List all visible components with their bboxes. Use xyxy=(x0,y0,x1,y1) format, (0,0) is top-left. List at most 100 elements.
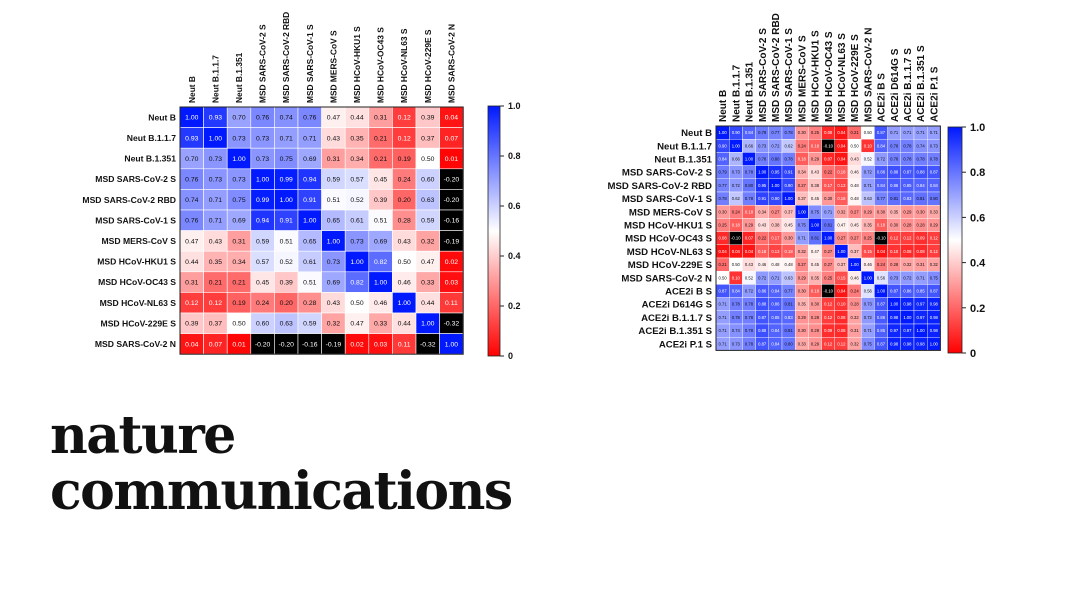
cell-value: 0.24 xyxy=(798,143,807,148)
cell-value: 1.00 xyxy=(185,115,198,122)
cell-value: 0.29 xyxy=(864,209,873,214)
cell-value: 0.81 xyxy=(811,236,820,241)
cell-value: 0.35 xyxy=(864,222,873,227)
cell-value: 0.32 xyxy=(421,238,434,245)
cell-value: 0.43 xyxy=(758,222,767,227)
row-label: Neut B.1.1.7 xyxy=(657,141,712,152)
cell-value: 0.85 xyxy=(877,328,886,333)
column-label: ACE2i B.1.351 S xyxy=(916,45,927,122)
cell-value: 0.45 xyxy=(256,279,269,286)
journal-logo-line1: nature xyxy=(50,405,236,466)
cell-value: 0.91 xyxy=(280,218,293,225)
cell-value: 0.59 xyxy=(256,238,269,245)
cell-value: 0.39 xyxy=(374,197,387,204)
cell-value: 0.44 xyxy=(185,259,198,266)
column-label: MSD HCoV-NL63 S xyxy=(399,28,409,103)
cell-value: -0.32 xyxy=(444,321,460,328)
cell-value: 0.30 xyxy=(785,236,794,241)
cell-value: 0.78 xyxy=(785,130,794,135)
cell-value: 0.70 xyxy=(185,156,198,163)
cell-value: 0.78 xyxy=(745,328,754,333)
cell-value: 0.29 xyxy=(798,275,807,280)
cell-value: 0.32 xyxy=(837,209,846,214)
cell-value: 0.45 xyxy=(785,222,794,227)
cell-value: 0.38 xyxy=(771,222,780,227)
cell-value: 0.69 xyxy=(374,238,387,245)
cell-value: 0.31 xyxy=(917,262,926,267)
cell-value: 0.91 xyxy=(758,196,767,201)
cell-value: 0.73 xyxy=(232,176,245,183)
heatmap-border xyxy=(179,106,464,355)
cell-value: 1.00 xyxy=(398,300,411,307)
cell-value: 0.32 xyxy=(327,321,340,328)
cell-value: 0.18 xyxy=(732,222,741,227)
cell-value: 0.31 xyxy=(185,279,198,286)
cell-value: 0.87 xyxy=(930,288,939,293)
cell-value: 0.72 xyxy=(864,170,873,175)
cell-value: 1.00 xyxy=(256,176,269,183)
cell-value: 0.22 xyxy=(758,236,767,241)
cell-value: 0.19 xyxy=(232,300,245,307)
cell-value: 0.18 xyxy=(798,156,807,161)
cell-value: 0.50 xyxy=(719,275,728,280)
cell-value: 0.10 xyxy=(732,275,741,280)
colorbar-tick-label: 0.4 xyxy=(508,251,521,261)
cell-value: 0.29 xyxy=(811,156,820,161)
cell-value: 0.98 xyxy=(930,315,939,320)
cell-value: 0.71 xyxy=(917,275,926,280)
cell-value: 0.12 xyxy=(824,341,833,346)
cell-value: 0.32 xyxy=(903,262,912,267)
cell-value: 0.37 xyxy=(421,135,434,142)
cell-value: 0.57 xyxy=(256,259,269,266)
cell-value: 0.87 xyxy=(890,288,899,293)
cell-value: 0.25 xyxy=(864,236,873,241)
cell-value: 0.27 xyxy=(824,262,833,267)
row-label: Neut B.1.351 xyxy=(124,154,176,164)
cell-value: 0.73 xyxy=(209,156,222,163)
cell-value: 0.81 xyxy=(824,222,833,227)
cell-value: 0.81 xyxy=(890,196,899,201)
cell-value: 0.29 xyxy=(745,222,754,227)
cell-value: 0.20 xyxy=(280,300,293,307)
colorbar-tick-label: 0.6 xyxy=(508,201,521,211)
cell-value: 0.29 xyxy=(798,315,807,320)
cell-value: 0.04 xyxy=(837,156,846,161)
cell-value: 0.04 xyxy=(837,288,846,293)
cell-value: 0.84 xyxy=(877,183,886,188)
row-label: ACE2i P.1 S xyxy=(659,339,713,350)
cell-value: 0.43 xyxy=(327,300,340,307)
cell-value: 0.65 xyxy=(327,218,340,225)
cell-value: 0.21 xyxy=(374,156,387,163)
cell-value: -0.20 xyxy=(444,176,460,183)
cell-value: 0.78 xyxy=(745,315,754,320)
cell-value: 0.48 xyxy=(785,262,794,267)
column-label: MSD HCoV-OC43 S xyxy=(376,27,386,103)
cell-value: 0.43 xyxy=(851,156,860,161)
cell-value: 0.43 xyxy=(811,170,820,175)
cell-value: 1.00 xyxy=(930,341,939,346)
cell-value: 0.71 xyxy=(719,315,728,320)
cell-value: 0.45 xyxy=(374,176,387,183)
cell-value: 0.86 xyxy=(903,288,912,293)
row-label: MSD SARS-CoV-2 RBD xyxy=(608,181,713,192)
cell-value: 0.63 xyxy=(864,196,873,201)
cell-value: 0.77 xyxy=(877,196,886,201)
cell-value: 0.80 xyxy=(771,156,780,161)
row-label: ACE2i B S xyxy=(665,286,713,297)
cell-value: 0.90 xyxy=(732,130,741,135)
cell-value: 1.00 xyxy=(421,321,434,328)
colorbar-tick-label: 0.6 xyxy=(970,212,985,224)
row-label: MSD SARS-CoV-2 N xyxy=(621,273,712,284)
cell-value: 0.08 xyxy=(719,236,728,241)
cell-value: 0.27 xyxy=(837,236,846,241)
cell-value: 0.86 xyxy=(890,183,899,188)
cell-value: 0.37 xyxy=(851,249,860,254)
cell-value: 0.21 xyxy=(374,135,387,142)
cell-value: 0.93 xyxy=(209,115,222,122)
cell-value: 0.10 xyxy=(837,302,846,307)
cell-value: 0.04 xyxy=(837,130,846,135)
cell-value: 0.21 xyxy=(209,279,222,286)
cell-value: 0.03 xyxy=(445,279,458,286)
cell-value: 0.50 xyxy=(732,262,741,267)
cell-value: 0.71 xyxy=(824,209,833,214)
